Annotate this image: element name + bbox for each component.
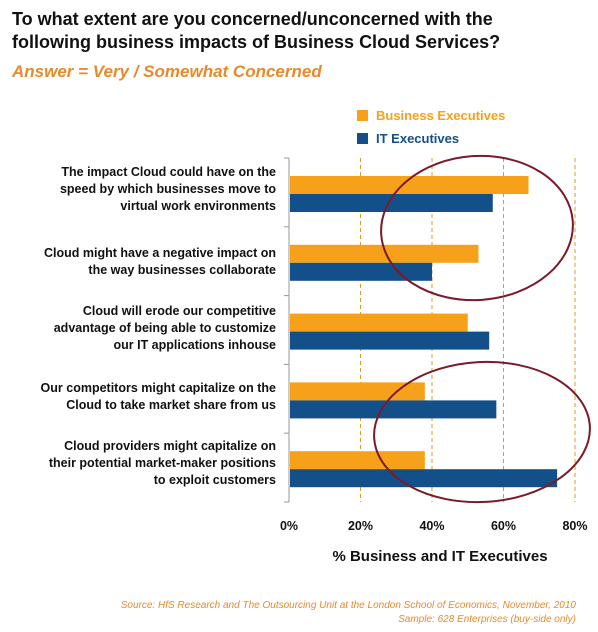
x-axis-label: % Business and IT Executives <box>332 548 548 565</box>
legend-swatch-business <box>357 110 368 121</box>
bar-business-5 <box>290 451 425 470</box>
source-note: Source: HfS Research and The Outsourcing… <box>121 599 576 627</box>
category-label-5-line-1: Cloud providers might capitalize on <box>64 439 276 453</box>
bar-it-4 <box>290 400 497 419</box>
x-tick-label-20: 20% <box>348 519 373 533</box>
bar-business-2 <box>290 244 479 263</box>
category-label-4-line-1: Our competitors might capitalize on the <box>40 381 276 395</box>
category-label-3-line-2: advantage of being able to customize <box>53 321 276 335</box>
chart-title-line-2: following business impacts of Business C… <box>12 32 501 52</box>
source-line-1: Source: HfS Research and The Outsourcing… <box>120 600 576 611</box>
legend-label-business: Business Executives <box>376 108 506 123</box>
category-label-1: The impact Cloud could have on the speed… <box>0 164 276 215</box>
category-label-2: Cloud might have a negative impact on th… <box>0 245 276 279</box>
x-tick-label-40: 40% <box>419 519 444 533</box>
legend-item-it: IT Executives <box>357 131 459 146</box>
bar-it-1 <box>290 194 493 212</box>
annotation-circle-top <box>380 154 574 302</box>
x-tick-label-0: 0% <box>280 519 298 533</box>
category-label-2-line-1: Cloud might have a negative impact on <box>44 246 276 260</box>
annotation-circle-bottom <box>373 360 591 504</box>
category-label-4: Our competitors might capitalize on the … <box>0 380 276 414</box>
bar-it-3 <box>290 331 490 350</box>
chart-subtitle: Answer = Very / Somewhat Concerned <box>12 62 322 81</box>
chart-title-line-1: To what extent are you concerned/unconce… <box>12 9 493 29</box>
category-label-1-line-3: virtual work environments <box>120 199 276 213</box>
x-tick-label-60: 60% <box>491 519 516 533</box>
category-label-2-line-2: the way businesses collaborate <box>88 263 276 277</box>
category-label-4-line-2: Cloud to take market share from us <box>66 398 276 412</box>
legend-item-business: Business Executives <box>357 108 505 123</box>
category-label-1-line-1: The impact Cloud could have on the <box>61 165 276 179</box>
legend-swatch-it <box>357 133 368 144</box>
bar-business-1 <box>290 176 529 194</box>
category-label-3-line-1: Cloud will erode our competitive <box>82 304 276 318</box>
bar-it-5 <box>290 469 558 488</box>
chart-title: To what extent are you concerned/unconce… <box>12 8 592 54</box>
x-tick-label-80: 80% <box>562 519 587 533</box>
category-label-3-line-3: our IT applications inhouse <box>113 338 276 352</box>
category-label-1-line-2: speed by which businesses move to <box>59 182 276 196</box>
bar-business-3 <box>290 313 468 332</box>
legend-label-it: IT Executives <box>376 131 460 146</box>
bar-it-2 <box>290 262 432 281</box>
category-label-5-line-3: to exploit customers <box>153 473 276 487</box>
category-label-5: Cloud providers might capitalize on thei… <box>0 438 276 489</box>
category-label-5-line-2: their potential market-maker positions <box>48 456 276 470</box>
source-line-2: Sample: 628 Enterprises (buy-side only) <box>398 614 576 625</box>
category-label-3: Cloud will erode our competitive advanta… <box>0 303 276 354</box>
